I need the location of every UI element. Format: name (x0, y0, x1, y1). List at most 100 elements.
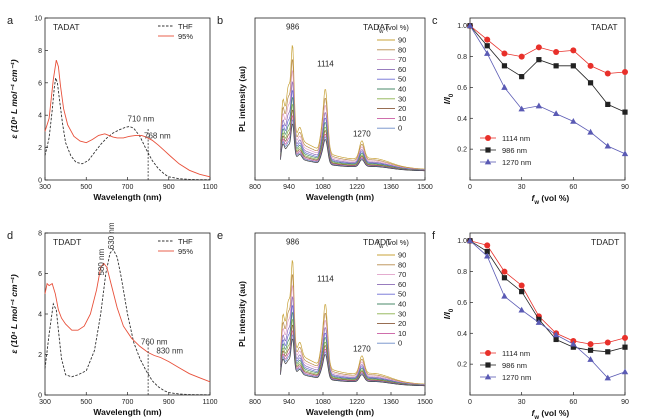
peak-annotation: 768 nm (144, 132, 171, 141)
data-point (605, 101, 611, 107)
x-tick-label: 300 (39, 399, 51, 406)
x-tick-label: 90 (621, 399, 629, 406)
peak-label: 986 (286, 237, 300, 246)
y-tick-label: 0 (38, 178, 42, 185)
x-tick-label: 1100 (202, 184, 217, 191)
data-point (570, 340, 577, 347)
x-tick-label: 1360 (383, 184, 399, 191)
data-point (535, 44, 542, 51)
data-point (484, 252, 491, 259)
x-tick-label: 0 (468, 184, 472, 191)
data-point (519, 74, 525, 80)
pl-spectrum (280, 284, 425, 385)
x-tick-label: 700 (122, 184, 134, 191)
data-point (484, 242, 491, 249)
panel-c: c 0 30 60 90 0.2 0.4 0.6 0.8 1.0 TADAT fw (vol %) I/… (432, 15, 629, 206)
y-tick-label: 6 (38, 80, 42, 87)
data-point (535, 319, 543, 325)
pl-spectrum (280, 260, 425, 385)
data-point (604, 70, 611, 77)
y-tick-label: 0 (38, 393, 42, 400)
peak-annotation: 630 nm (107, 222, 116, 249)
series-line (469, 240, 626, 345)
peak-annotation: 710 nm (128, 115, 155, 124)
legend-label: 0 (398, 339, 402, 348)
y-tick-label: 10 (34, 16, 42, 23)
legend-label: 0 (398, 124, 402, 133)
legend-label: 60 (398, 280, 406, 289)
legend-label: 70 (398, 55, 406, 64)
pl-spectrum (280, 123, 425, 172)
x-axis-label-part: w (533, 415, 539, 420)
x-tick-label: 1080 (315, 184, 331, 191)
x-tick-label: 900 (163, 399, 175, 406)
x-axis-label: Wavelength (nm) (306, 407, 374, 417)
data-point (553, 336, 559, 343)
x-tick-label: 60 (569, 184, 577, 191)
x-tick-label: 940 (283, 399, 295, 406)
data-point (466, 22, 474, 29)
data-point (622, 334, 628, 341)
data-point (621, 368, 629, 375)
data-point (622, 69, 628, 75)
data-point (518, 306, 525, 313)
plot-frame (44, 17, 211, 181)
series-line (469, 25, 626, 74)
y-tick-label: 2 (38, 145, 42, 152)
data-point (485, 350, 491, 356)
data-point (501, 268, 508, 275)
y-axis-label-part: I/I (442, 311, 452, 319)
pl-spectrum (280, 69, 425, 170)
legend-label: 10 (398, 114, 406, 123)
panel-label: d (7, 230, 13, 242)
y-tick-label: 1.0 (457, 23, 467, 30)
peak-label: 1114 (317, 275, 334, 284)
data-point (484, 36, 491, 43)
panel-d: d 300 500 700 900 1100 0 2 4 6 8 TDADT Wavelength (n… (7, 222, 218, 417)
legend-label: 30 (398, 94, 406, 103)
x-tick-label: 1500 (417, 399, 433, 406)
y-axis-label-part: 0 (449, 93, 455, 97)
peak-label: 986 (286, 22, 300, 31)
legend-label: 50 (398, 75, 406, 84)
data-point (570, 63, 576, 69)
x-axis-label-part: w (533, 200, 539, 206)
data-point (501, 84, 508, 90)
data-point (570, 117, 577, 124)
x-axis-label: fw (vol %) (532, 193, 570, 206)
legend-label: 90 (398, 251, 406, 260)
data-point (553, 63, 559, 69)
panel-title: TADAT (53, 22, 80, 32)
legend-label: 30 (398, 309, 406, 318)
series-line-THF (44, 248, 211, 396)
pl-spectrum (280, 338, 425, 387)
x-axis-label-part: f (532, 193, 536, 203)
y-tick-label: 0.2 (457, 147, 467, 154)
y-tick-label: 4 (38, 113, 42, 120)
y-tick-label: 1.0 (457, 238, 467, 245)
data-point (518, 105, 525, 112)
x-tick-label: 30 (518, 184, 526, 191)
y-tick-label: 0.4 (457, 331, 467, 338)
data-point (484, 373, 492, 380)
y-axis-label: ε (10⁴ L mol⁻¹ cm⁻¹) (9, 274, 19, 353)
pl-spectrum (280, 80, 425, 171)
data-point (570, 344, 576, 350)
legend-label: 986 nm (502, 361, 527, 370)
data-point (587, 356, 594, 362)
panel-label: f (432, 230, 436, 242)
series-line (469, 25, 626, 155)
y-tick-label: 0.2 (457, 362, 467, 369)
panel-title: TDADT (53, 237, 81, 247)
x-tick-label: 940 (283, 184, 295, 191)
y-tick-label: 8 (38, 231, 42, 238)
x-tick-label: 500 (80, 184, 92, 191)
legend-label: 90 (398, 36, 406, 45)
x-tick-label: 90 (621, 184, 629, 191)
panel-label: b (217, 15, 223, 27)
panel-label: a (7, 15, 14, 27)
legend-label: 20 (398, 104, 406, 113)
series-line-THF (44, 77, 210, 181)
